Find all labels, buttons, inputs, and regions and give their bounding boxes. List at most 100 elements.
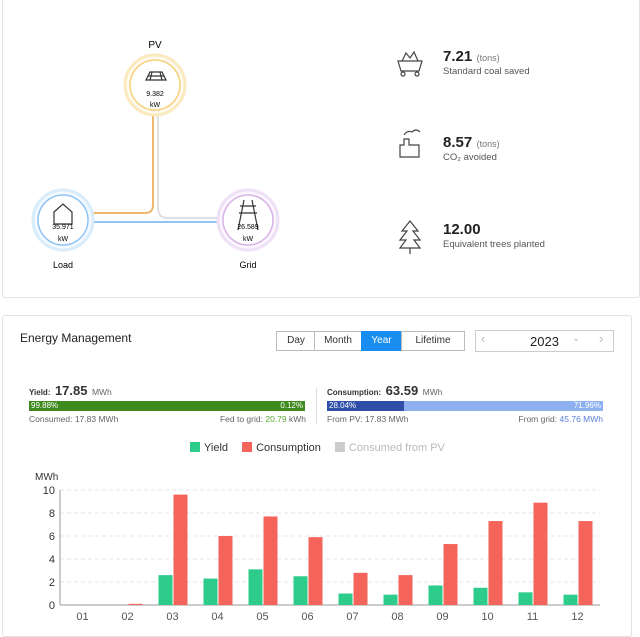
- summary-unit: MWh: [91, 387, 112, 397]
- fed-label: Fed to grid:: [219, 414, 263, 424]
- yield-summary: Yield: 17.85 MWh: [29, 382, 112, 400]
- from-pv-label: From PV:: [327, 414, 363, 424]
- stat-value: 12.00: [443, 221, 481, 238]
- legend-label: Consumption: [256, 442, 321, 454]
- legend-label: Yield: [204, 442, 228, 454]
- stat-value: 8.57: [443, 134, 473, 151]
- stat-value: 7.21: [443, 48, 473, 65]
- bar: [173, 494, 188, 605]
- y-tick-label: 6: [49, 531, 55, 543]
- tab[interactable]: Lifetime: [401, 331, 465, 351]
- legend-swatch: [190, 442, 200, 452]
- bar: [353, 572, 368, 605]
- bar: [308, 537, 323, 605]
- x-tick-label: 02: [121, 611, 133, 623]
- overview-card: [2, 0, 640, 298]
- stat-label: Equivalent trees planted: [443, 239, 545, 250]
- split-label: 99.88%: [31, 401, 59, 410]
- bar: [383, 594, 398, 605]
- bar: [578, 521, 593, 605]
- bar: [533, 502, 548, 605]
- yield-split-bar: [29, 401, 305, 411]
- x-tick-label: 03: [166, 611, 178, 623]
- prev-arrow[interactable]: ‹: [481, 331, 486, 346]
- node-value: 26.589: [237, 224, 259, 231]
- x-tick-label: 12: [571, 611, 583, 623]
- y-tick-label: 4: [49, 554, 55, 566]
- bar: [518, 592, 533, 605]
- x-tick-label: 07: [346, 611, 358, 623]
- stat-unit: (tons): [476, 53, 500, 63]
- flow-line: [157, 112, 222, 219]
- tab-active[interactable]: Year: [361, 331, 402, 351]
- node-value: 35.971: [52, 224, 74, 231]
- node-value: 9.382: [146, 91, 164, 98]
- summary-value: 17.85: [54, 383, 88, 398]
- summary-unit: MWh: [422, 387, 443, 397]
- node-unit: kW: [243, 236, 254, 243]
- bar: [128, 603, 143, 605]
- y-tick-label: 8: [49, 508, 55, 520]
- consumption-track: 28.04% 71.96%: [327, 401, 603, 411]
- legend-label: Consumed from PV: [349, 442, 446, 454]
- node-label: Load: [53, 260, 73, 270]
- x-tick-label: 05: [256, 611, 268, 623]
- bar: [428, 585, 443, 605]
- x-tick-label: 11: [527, 611, 538, 623]
- y-tick-label: 0: [49, 600, 55, 612]
- bar: [293, 576, 308, 605]
- legend-swatch: [334, 442, 345, 452]
- section-title: Energy Management: [20, 331, 132, 345]
- flow-line: [90, 112, 154, 214]
- stat-label: CO₂ avoided: [443, 152, 497, 163]
- split-label: 28.04%: [329, 401, 357, 410]
- legend-swatch: [242, 442, 253, 452]
- bar: [248, 569, 263, 605]
- fed-value: 20.79: [265, 414, 287, 424]
- bar: [338, 593, 353, 605]
- chart: Yield Consumption Consumed from PVMWh02468…: [35, 442, 600, 623]
- stat-unit: (tons): [476, 139, 500, 149]
- tab[interactable]: Month: [314, 331, 362, 351]
- bar: [263, 516, 278, 605]
- load-node: [37, 194, 89, 246]
- stat-label: Standard coal saved: [443, 66, 530, 77]
- fed-unit: kWh: [289, 414, 306, 424]
- bar: [488, 521, 503, 605]
- tab[interactable]: Day: [276, 331, 316, 351]
- split-label: 0.12%: [280, 401, 303, 410]
- x-tick-label: 09: [436, 611, 448, 623]
- from-grid-value: 45.76 MWh: [559, 414, 603, 424]
- yield-track: 99.88% 0.12%: [29, 401, 305, 411]
- bar: [443, 544, 458, 605]
- x-tick-label: 01: [76, 611, 88, 623]
- summary-label: Consumption:: [327, 388, 382, 397]
- node-unit: kW: [58, 236, 69, 243]
- x-tick-label: 06: [301, 611, 313, 623]
- x-tick-label: 04: [211, 611, 223, 623]
- y-tick-label: 10: [43, 485, 55, 497]
- consumed-text: Consumed: 17.83 MWh: [29, 414, 119, 424]
- icons: [53, 71, 259, 231]
- flow-diagram: PV 9.382 kW 35.971 kW Load 26.589 kW Gri…: [31, 40, 280, 270]
- bar: [158, 575, 173, 605]
- bar: [473, 587, 488, 605]
- from-grid-label: From grid:: [518, 414, 558, 424]
- next-arrow[interactable]: ›: [599, 331, 604, 346]
- summary-label: Yield:: [29, 388, 51, 397]
- pv-node: [129, 59, 181, 111]
- x-tick-label: 08: [391, 611, 403, 623]
- stat: 8.57 (tons) CO₂ avoided: [443, 134, 500, 163]
- dropdown-arrow[interactable]: ⌄: [572, 333, 581, 344]
- y-tick-label: 2: [49, 577, 55, 589]
- bar: [398, 575, 413, 605]
- consumption-summary: Consumption: 63.59 MWh: [327, 382, 443, 400]
- node-label: Grid: [239, 260, 256, 270]
- year-picker[interactable]: 2023: [475, 330, 614, 352]
- divider: [316, 388, 317, 424]
- from-pv: From PV: 17.83 MWh: [327, 414, 408, 424]
- stat: 7.21 (tons) Standard coal saved: [443, 48, 530, 77]
- from-pv-value: 17.83 MWh: [364, 414, 409, 424]
- node-unit: kW: [150, 102, 161, 109]
